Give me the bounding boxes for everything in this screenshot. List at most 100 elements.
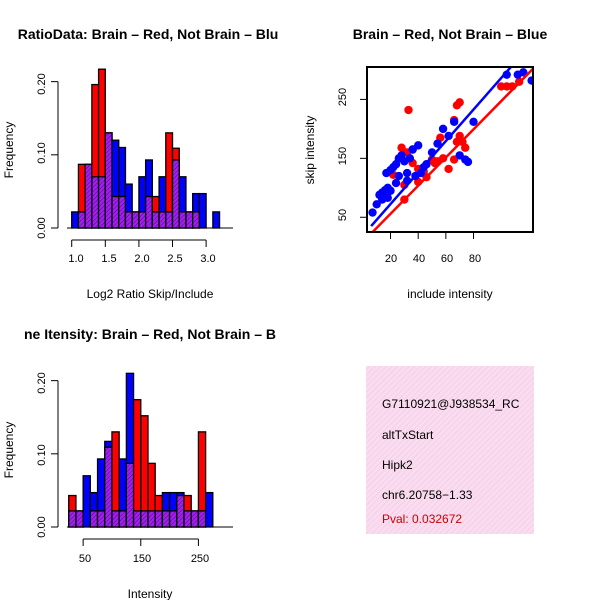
not-brain-point <box>402 168 412 178</box>
x-tick-label: 2.0 <box>134 253 149 265</box>
histogram-bar <box>198 192 207 229</box>
histogram-overlap-bar <box>111 195 120 229</box>
histogram-overlap-bar <box>185 211 194 229</box>
not-brain-point <box>413 141 423 150</box>
histogram-overlap-bar <box>151 211 160 229</box>
not-brain-point <box>527 76 533 85</box>
intensity-histogram-x-axis: 50 150 250 <box>79 538 209 565</box>
y-tick-label: 0.10 <box>36 142 48 163</box>
histogram-overlap-bar <box>125 462 135 528</box>
brain-point <box>438 154 448 163</box>
ratio-histogram-title: RatioData: Brain – Red, Not Brain – Blu <box>18 26 279 42</box>
event-info-panel: G7110921@J938534_RC altTxStart Hipk2 chr… <box>366 366 534 534</box>
brain-point <box>404 105 413 115</box>
x-tick-label: 150 <box>133 553 151 565</box>
intensity-histogram-bars <box>68 372 214 528</box>
gene-name: Hipk2 <box>382 458 413 472</box>
ratio-histogram-bars <box>71 68 221 229</box>
ratio-histogram: RatioData: Brain – Red, Not Brain – Blu … <box>2 26 278 301</box>
histogram-bar <box>204 491 214 528</box>
histogram-overlap-bar <box>104 446 113 528</box>
y-tick-label: 0.20 <box>36 372 48 393</box>
histogram-overlap-bar <box>75 510 84 528</box>
x-tick-label: 20 <box>385 253 397 265</box>
not-brain-point <box>405 154 415 163</box>
pval-text: Pval: 0.032672 <box>382 512 462 526</box>
not-brain-point <box>519 68 528 77</box>
y-tick-label: 50 <box>337 209 349 221</box>
genomic-locus: chr6.20758−1.33 <box>382 488 473 502</box>
not-brain-point <box>449 117 459 127</box>
intensity-histogram-xlabel: Intensity <box>128 587 173 600</box>
ratio-histogram-x-axis: 1.0 1.5 2.0 2.5 3.0 <box>68 239 216 265</box>
histogram-overlap-bar <box>144 195 154 229</box>
y-tick-label: 0.20 <box>36 73 48 94</box>
ratio-histogram-xlabel: Log2 Ratio Skip/Include <box>87 287 214 301</box>
scatter-x-axis: 20 40 60 80 <box>385 232 481 265</box>
y-tick-label: 0.10 <box>36 444 48 465</box>
histogram-overlap-bar <box>97 176 106 229</box>
histogram-overlap-bar <box>84 163 93 229</box>
histogram-overlap-bar <box>111 510 120 528</box>
histogram-bar <box>212 211 221 229</box>
histogram-overlap-bar <box>161 510 171 528</box>
x-tick-label: 1.0 <box>68 253 83 265</box>
brain-point <box>452 101 462 110</box>
not-brain-point <box>469 117 478 127</box>
histogram-overlap-bar <box>118 195 127 229</box>
intensity-histogram-title: ne Itensity: Brain – Red, Not Brain – B <box>24 326 276 342</box>
ratio-histogram-ylabel: Frequency <box>2 122 16 179</box>
scatter-xlabel: include intensity <box>407 287 492 301</box>
histogram-overlap-bar <box>124 211 133 229</box>
not-brain-point <box>391 178 401 188</box>
histogram-overlap-bar <box>77 211 86 229</box>
not-brain-point <box>372 200 381 209</box>
histogram-overlap-bar <box>192 211 201 229</box>
y-tick-label: 150 <box>337 147 349 165</box>
histogram-bar <box>71 211 80 229</box>
histogram-overlap-bar <box>138 211 147 229</box>
x-tick-label: 80 <box>469 253 481 265</box>
histogram-overlap-bar <box>154 510 164 528</box>
y-tick-label: 0.00 <box>36 217 48 238</box>
intensity-histogram-y-axis: 0.00 0.10 0.20 <box>36 372 59 538</box>
x-tick-label: 50 <box>79 553 91 565</box>
histogram-overlap-bar <box>168 510 178 528</box>
scatter-points <box>368 67 533 232</box>
scatter-y-axis: 50 150 250 <box>337 88 367 221</box>
histogram-overlap-bar <box>183 510 192 528</box>
intensity-histogram-ylabel: Frequency <box>2 422 16 479</box>
intensity-histogram: ne Itensity: Brain – Red, Not Brain – B … <box>2 326 276 600</box>
info-panel-background <box>366 366 534 534</box>
not-brain-point <box>368 208 377 217</box>
brain-fit-line <box>370 67 533 232</box>
scatter-title: Brain – Red, Not Brain – Blue <box>353 26 548 42</box>
histogram-overlap-bar <box>147 510 156 528</box>
not-brain-point <box>394 171 404 181</box>
not-brain-point <box>463 157 473 167</box>
x-tick-label: 2.5 <box>167 253 182 265</box>
histogram-overlap-bar <box>165 211 174 229</box>
histogram-overlap-bar <box>89 510 99 528</box>
intensity-scatter: Brain – Red, Not Brain – Blue include in… <box>303 26 547 301</box>
histogram-overlap-bar <box>178 211 187 229</box>
histogram-overlap-bar <box>68 510 77 528</box>
histogram-overlap-bar <box>118 510 128 528</box>
histogram-overlap-bar <box>132 510 142 528</box>
histogram-overlap-bar <box>131 211 140 229</box>
not-brain-point <box>383 193 392 203</box>
not-brain-point <box>438 124 448 134</box>
not-brain-point <box>433 139 442 148</box>
x-tick-label: 40 <box>413 253 425 265</box>
histogram-bar <box>82 475 91 528</box>
y-tick-label: 0.00 <box>36 516 48 537</box>
brain-point <box>397 143 406 152</box>
event-id: G7110921@J938534_RC <box>382 397 520 411</box>
event-type: altTxStart <box>382 428 434 442</box>
not-brain-fit-line <box>370 67 512 227</box>
x-tick-label: 3.0 <box>200 253 215 265</box>
histogram-overlap-bar <box>190 510 200 528</box>
histogram-bar <box>132 399 142 528</box>
x-tick-label: 250 <box>191 553 209 565</box>
